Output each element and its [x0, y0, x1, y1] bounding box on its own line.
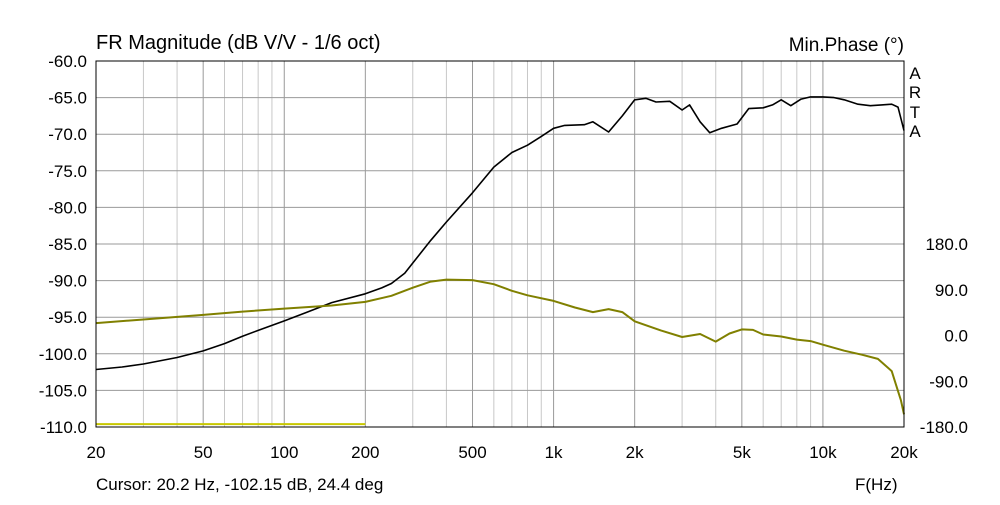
x-tick-label: 50 [194, 443, 213, 462]
series-layer [95, 96, 905, 426]
watermark-letter: A [909, 122, 921, 141]
y-tick-label: -100.0 [39, 345, 87, 364]
x-tick-label: 20k [890, 443, 918, 462]
tick-labels: -60.0 -65.0 -70.0 -75.0 -80.0 -85.0 -90.0 -95.0… [39, 52, 968, 462]
magnitude-series-line [95, 96, 905, 371]
watermark-letter: A [909, 64, 921, 83]
x-tick-label: 5k [733, 443, 751, 462]
y2-tick-label: -180.0 [920, 418, 968, 437]
y-tick-label: -60.0 [48, 52, 87, 71]
y2-tick-label: 0.0 [944, 327, 968, 346]
y-tick-label: -90.0 [48, 272, 87, 291]
watermark-letter: T [910, 103, 920, 122]
chart-title: FR Magnitude (dB V/V - 1/6 oct) [96, 32, 381, 54]
x-axis-label: F(Hz) [855, 475, 897, 494]
text-layer: FR Magnitude (dB V/V - 1/6 oct) Min.Phas… [96, 32, 921, 494]
watermark-letter: R [909, 83, 921, 102]
y-tick-label: -110.0 [40, 418, 87, 437]
x-tick-label: 10k [809, 443, 837, 462]
y2-tick-label: 180.0 [925, 235, 968, 254]
right-axis-title: Min.Phase (°) [789, 35, 904, 56]
y-tick-label: -105.0 [39, 381, 87, 400]
x-tick-label: 2k [626, 443, 644, 462]
y2-tick-label: 90.0 [935, 281, 968, 300]
y-tick-label: -70.0 [48, 125, 87, 144]
x-tick-label: 100 [270, 443, 298, 462]
y-tick-label: -80.0 [48, 198, 87, 217]
y-tick-label: -85.0 [48, 235, 87, 254]
y2-tick-label: -90.0 [929, 372, 968, 391]
x-tick-label: 20 [87, 443, 106, 462]
phase-series-line [95, 278, 905, 415]
y-tick-label: -65.0 [48, 89, 87, 108]
y-tick-label: -95.0 [48, 308, 87, 327]
grid [96, 61, 904, 427]
y-tick-label: -75.0 [48, 162, 87, 181]
cursor-readout: Cursor: 20.2 Hz, -102.15 dB, 24.4 deg [96, 475, 383, 494]
plot-frame [95, 60, 905, 428]
x-tick-label: 1k [545, 443, 563, 462]
x-tick-label: 200 [351, 443, 379, 462]
x-tick-label: 500 [458, 443, 486, 462]
